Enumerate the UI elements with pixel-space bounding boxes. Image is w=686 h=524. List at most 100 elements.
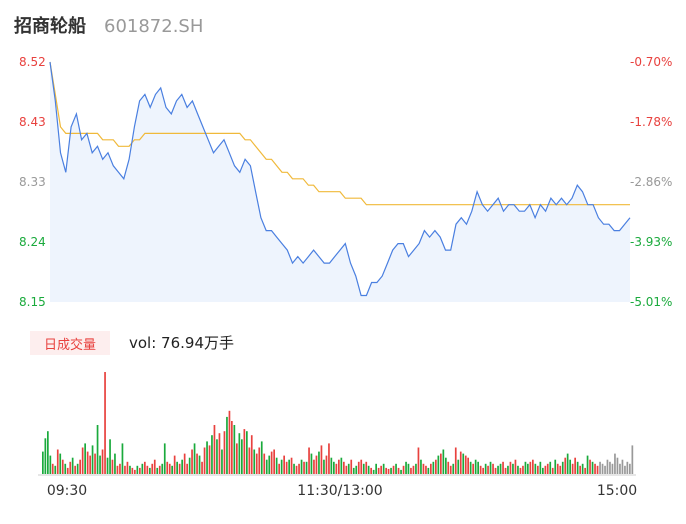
volume-bar xyxy=(109,439,111,474)
volume-bar xyxy=(116,465,119,474)
volume-tab[interactable]: 日成交量 xyxy=(30,331,110,355)
volume-bar xyxy=(86,451,89,474)
volume-bar xyxy=(594,463,596,474)
average-price-line xyxy=(49,61,630,206)
volume-bar xyxy=(484,463,487,474)
volume-bar xyxy=(168,463,171,474)
volume-bar xyxy=(514,459,517,474)
volume-bar xyxy=(129,465,131,474)
volume-bar xyxy=(569,459,571,474)
volume-bar xyxy=(621,459,624,474)
volume-bar xyxy=(566,453,569,474)
volume-bar xyxy=(226,416,228,474)
volume-bar xyxy=(445,457,447,474)
volume-bar xyxy=(355,465,358,474)
volume-bar xyxy=(313,459,315,474)
volume-bar xyxy=(178,463,181,474)
volume-bar xyxy=(188,457,191,474)
volume-bar xyxy=(196,453,198,474)
volume-bar xyxy=(561,461,564,474)
volume-bar xyxy=(469,461,472,474)
stock-name: 招商轮船 xyxy=(14,16,86,37)
volume-bar xyxy=(71,457,74,474)
volume-bar xyxy=(624,465,626,474)
y-tick-label-right: -0.70% xyxy=(630,55,672,69)
volume-bar xyxy=(601,463,604,474)
volume-bar xyxy=(611,463,614,474)
volume-bar xyxy=(255,453,258,474)
volume-bar xyxy=(308,447,310,474)
y-tick-label-right: -5.01% xyxy=(630,295,672,309)
volume-bar xyxy=(236,443,238,474)
volume-bar xyxy=(619,463,621,474)
volume-bar xyxy=(604,465,606,474)
volume-bar xyxy=(360,459,363,474)
volume-bar xyxy=(564,457,567,474)
volume-bar xyxy=(54,465,57,474)
y-tick-label-left: 8.43 xyxy=(19,115,46,129)
volume-bar xyxy=(581,463,584,474)
y-tick-label-left: 8.15 xyxy=(19,295,46,309)
volume-bar xyxy=(397,467,400,474)
volume-bar xyxy=(559,465,562,474)
volume-bar xyxy=(153,459,156,474)
volume-bar xyxy=(464,455,467,474)
volume-bar xyxy=(121,443,124,474)
volume-bar xyxy=(243,429,246,474)
volume-bar xyxy=(290,457,293,474)
volume-bar xyxy=(268,455,271,474)
volume-bar xyxy=(440,453,442,474)
volume-bar xyxy=(335,463,338,474)
volume-bar xyxy=(213,425,216,474)
volume-bar xyxy=(248,447,251,474)
volume-bar xyxy=(609,461,611,474)
volume-bar xyxy=(375,463,377,474)
volume-bar xyxy=(462,453,465,474)
volume-bar xyxy=(492,463,494,474)
volume-bar xyxy=(275,457,278,474)
volume-bar xyxy=(556,463,559,474)
volume-bar xyxy=(497,465,499,474)
volume-bar xyxy=(449,465,452,474)
price-area xyxy=(50,62,630,302)
volume-bar xyxy=(412,465,415,474)
volume-bar xyxy=(181,459,183,474)
volume-bar xyxy=(144,461,146,474)
volume-bar xyxy=(367,465,370,474)
volume-bar xyxy=(104,372,106,474)
volume-bar xyxy=(176,461,178,474)
volume-bar xyxy=(191,449,193,474)
volume-bar xyxy=(273,449,275,474)
volume-bar xyxy=(606,459,609,474)
volume-bar xyxy=(42,451,44,474)
volume-bar xyxy=(584,467,586,474)
volume-bar xyxy=(99,455,101,474)
volume-bar xyxy=(59,453,62,474)
volume-bar xyxy=(101,449,104,474)
volume-bar xyxy=(410,467,412,474)
volume-bar xyxy=(539,461,542,474)
volume-bar xyxy=(529,461,532,474)
volume-bar xyxy=(233,425,236,474)
volume-bar xyxy=(527,463,529,474)
volume-bar xyxy=(310,453,313,474)
volume-bar xyxy=(193,443,196,474)
volume-bar xyxy=(345,465,348,474)
volume-bar xyxy=(420,459,422,474)
volume-bar xyxy=(352,467,355,474)
volume-bar xyxy=(136,465,139,474)
volume-bar xyxy=(124,465,126,474)
volume-bar xyxy=(457,459,460,474)
volume-bar xyxy=(370,467,372,474)
volume-bar xyxy=(96,425,99,474)
volume-bar xyxy=(474,459,477,474)
volume-bar xyxy=(532,459,534,474)
volume-bar xyxy=(208,445,211,474)
volume-bar xyxy=(231,421,233,474)
stock-code: 601872.SH xyxy=(104,16,204,37)
volume-bar xyxy=(156,467,159,474)
volume-bar xyxy=(507,465,509,474)
volume-bar xyxy=(407,463,410,474)
volume-bar xyxy=(596,465,599,474)
volume-bar xyxy=(447,461,450,474)
